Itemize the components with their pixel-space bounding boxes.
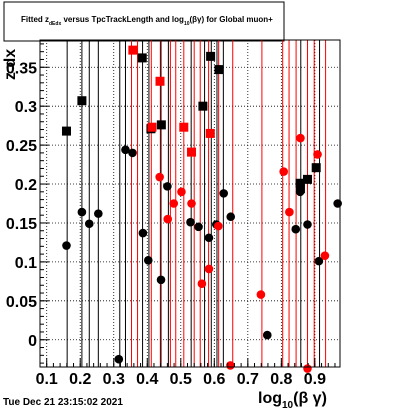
x-axis-title-main: log <box>258 390 282 407</box>
circle-marker <box>226 212 236 222</box>
title-part2: versus TpcTrackLength and log <box>61 15 184 24</box>
title-part1: Fitted z <box>21 15 49 24</box>
circle-marker <box>84 219 94 229</box>
square-marker <box>311 163 321 173</box>
x-tick-label: 0.2 <box>69 371 91 388</box>
square-marker <box>214 65 224 75</box>
x-tick-label: 0.1 <box>36 371 58 388</box>
y-tick-label: 0.3 <box>15 99 37 116</box>
square-marker <box>77 96 87 106</box>
square-marker <box>295 178 305 188</box>
y-tick-labels: 0 0.05 0.1 0.15 0.2 0.25 0.3 0.35 <box>6 60 37 350</box>
square-marker <box>206 51 216 61</box>
circle-marker <box>214 221 223 231</box>
circle-marker <box>163 182 172 191</box>
square-marker <box>155 76 165 86</box>
circle-marker <box>279 167 288 176</box>
circle-marker <box>197 279 207 288</box>
circle-marker <box>303 220 312 229</box>
circle-marker <box>169 199 179 208</box>
title-frame <box>3 1 285 42</box>
plot-frame <box>39 39 341 368</box>
circle-marker <box>121 145 130 155</box>
circle-marker <box>256 290 266 299</box>
circle-marker <box>285 207 294 217</box>
square-marker <box>302 174 312 184</box>
data-markers <box>61 45 342 373</box>
x-tick-label: 0.7 <box>237 371 259 388</box>
circle-marker <box>291 224 301 234</box>
date-stamp: Tue Dec 21 23:15:02 2021 <box>3 397 123 408</box>
square-marker <box>156 120 166 130</box>
chart-title: Fitted zdEdx versus TpcTrackLength and l… <box>21 15 273 27</box>
y-tick-label: 0.25 <box>6 138 37 155</box>
x-tick-label: 0.8 <box>270 371 292 388</box>
circle-marker <box>320 251 330 260</box>
x-axis-title: log10(β γ) <box>258 390 327 409</box>
circle-marker <box>295 187 305 197</box>
y-tick-label: 0 <box>28 333 37 350</box>
x-tick-label: 0.4 <box>136 371 158 388</box>
vertical-lines <box>66 40 327 367</box>
circle-marker <box>219 189 228 198</box>
x-axis-title-rest: (β γ) <box>293 390 327 407</box>
circle-marker <box>163 214 173 224</box>
x-tick-label: 0.5 <box>170 371 192 388</box>
square-marker <box>137 53 147 63</box>
square-marker <box>128 45 138 55</box>
circle-marker <box>155 172 164 182</box>
circle-marker <box>204 264 214 274</box>
circle-marker <box>186 217 195 227</box>
x-tick-labels: 0.1 0.2 0.3 0.4 0.5 0.6 0.7 0.8 0.9 <box>36 371 327 388</box>
square-marker <box>179 122 189 132</box>
circle-marker <box>94 209 103 218</box>
title-sub2: 10 <box>184 21 190 27</box>
y-tick-label: 0.35 <box>6 60 37 77</box>
x-tick-label: 0.9 <box>304 371 326 388</box>
square-marker <box>198 101 208 111</box>
y-tick-label: 0.15 <box>6 216 37 233</box>
chart-title-box: Fitted zdEdx versus TpcTrackLength and l… <box>3 1 285 42</box>
circle-marker <box>62 241 71 250</box>
circle-marker <box>313 150 322 159</box>
circle-marker <box>138 228 148 238</box>
axis-ticks <box>40 43 336 367</box>
title-part3: (βγ) for Global muon+ <box>190 15 274 24</box>
square-marker <box>205 128 215 138</box>
circle-marker <box>226 361 235 370</box>
circle-marker <box>333 199 342 208</box>
circle-marker <box>314 256 324 266</box>
x-axis-title-sub: 10 <box>282 400 294 409</box>
circle-marker <box>296 133 305 143</box>
title-sub1: dEdx <box>49 21 61 27</box>
square-marker <box>187 147 197 157</box>
circle-marker <box>262 330 272 340</box>
x-tick-label: 0.3 <box>103 371 125 388</box>
circle-marker <box>114 354 124 364</box>
circle-marker <box>194 222 203 232</box>
circle-marker <box>187 199 196 208</box>
circle-marker <box>77 207 87 217</box>
square-marker <box>147 122 157 132</box>
circle-marker <box>177 187 186 197</box>
square-marker <box>61 126 71 136</box>
y-axis-title: z dx <box>2 49 19 80</box>
circle-marker <box>156 275 166 285</box>
circle-marker <box>303 364 312 373</box>
y-tick-label: 0.05 <box>6 294 37 311</box>
circle-marker <box>128 148 137 158</box>
circle-marker <box>143 256 153 265</box>
y-tick-label: 0.2 <box>15 177 37 194</box>
circle-marker <box>204 233 214 243</box>
y-tick-label: 0.1 <box>15 255 37 272</box>
x-tick-label: 0.6 <box>203 371 225 388</box>
